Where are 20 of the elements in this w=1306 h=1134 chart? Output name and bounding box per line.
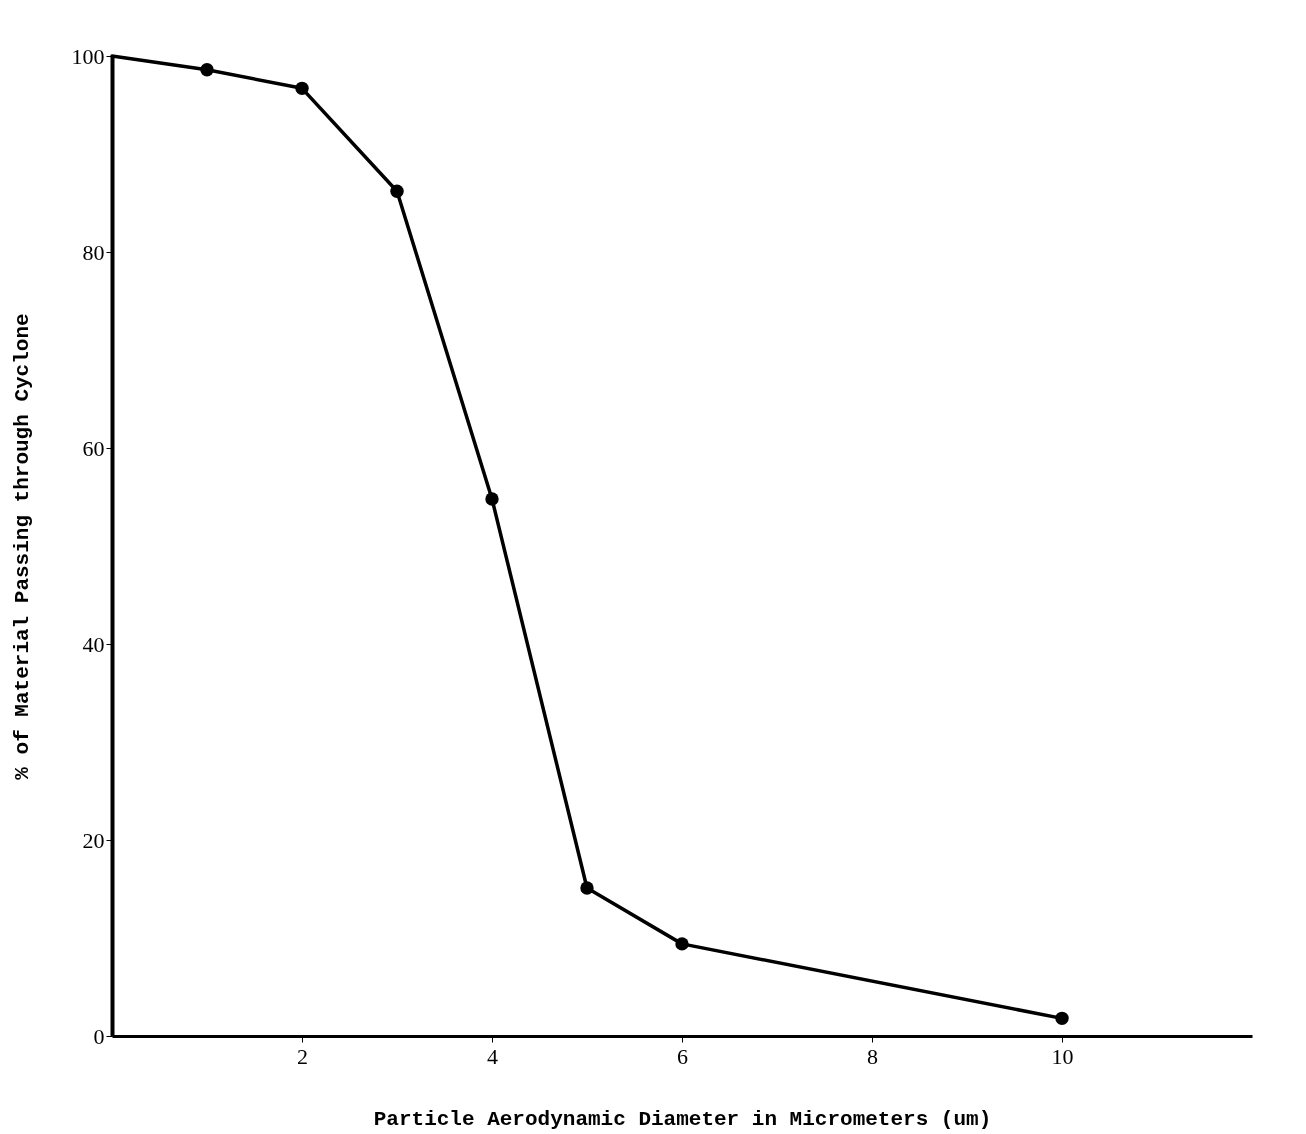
y-tick-label: 80 [82, 239, 105, 265]
x-tick-label: 2 [297, 1043, 308, 1069]
point [295, 81, 309, 96]
x-tick-label: 6 [677, 1043, 688, 1069]
y-tick-label: 40 [82, 631, 105, 657]
y-tick-label: 0 [93, 1023, 105, 1049]
x-axis-title: Particle Aerodynamic Diameter in Micrometers (um) [373, 1107, 992, 1131]
y-tick-label: 100 [71, 43, 105, 69]
y-tick-label: 20 [82, 827, 105, 853]
y-axis-title: % of Material Passing through Cyclone [10, 313, 34, 780]
point [675, 937, 689, 951]
x-tick-label: 8 [867, 1043, 878, 1069]
x-tick-label: 10 [1051, 1043, 1074, 1069]
point [390, 184, 404, 198]
point [1055, 1011, 1069, 1026]
point [485, 492, 499, 506]
y-tick-label: 60 [82, 435, 105, 461]
x-tick-label: 4 [487, 1043, 498, 1069]
point [200, 63, 214, 77]
point [580, 881, 594, 895]
